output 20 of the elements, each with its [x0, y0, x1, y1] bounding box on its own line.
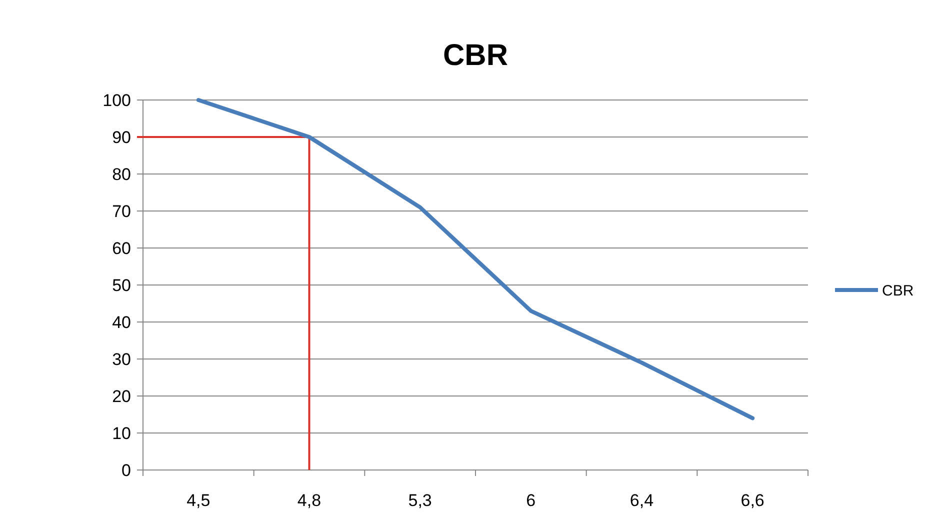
y-tick-label: 70 [112, 202, 131, 221]
x-tick-label: 5,3 [408, 491, 432, 510]
x-tick-label: 6 [526, 491, 536, 510]
x-tick-label: 4,5 [186, 491, 210, 510]
chart-title: CBR [443, 39, 508, 72]
y-tick-label: 60 [112, 238, 131, 258]
x-tick-label: 6,6 [740, 491, 764, 510]
y-tick-label: 50 [112, 276, 131, 295]
y-tick-label: 90 [112, 128, 131, 147]
y-tick-label: 80 [112, 164, 131, 184]
y-tick-label: 20 [112, 386, 131, 406]
line-series [196, 98, 755, 420]
legend-label: CBR [882, 282, 914, 300]
x-tick-label: 6,4 [630, 491, 654, 510]
y-tick-label: 10 [112, 424, 131, 443]
y-tick-label: 0 [122, 460, 131, 480]
y-tick-label: 40 [112, 312, 131, 332]
x-tick-label: 4,8 [297, 491, 322, 510]
y-tick-label: 100 [102, 90, 131, 110]
y-tick-label: 30 [112, 350, 131, 369]
